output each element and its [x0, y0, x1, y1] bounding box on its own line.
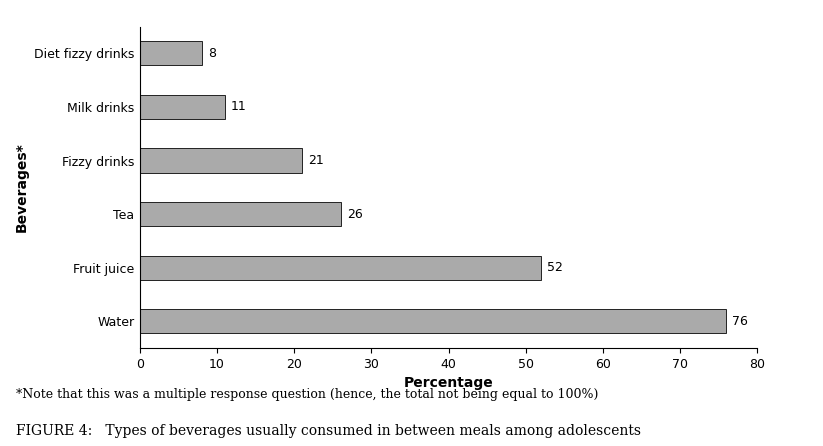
- Y-axis label: Beverages*: Beverages*: [15, 142, 29, 232]
- Bar: [140, 202, 341, 226]
- Text: FIGURE 4:   Types of beverages usually consumed in between meals among adolescen: FIGURE 4: Types of beverages usually con…: [16, 424, 641, 438]
- Bar: [140, 256, 542, 280]
- Text: 11: 11: [231, 100, 247, 113]
- X-axis label: Percentage: Percentage: [403, 376, 494, 390]
- Bar: [140, 149, 302, 173]
- Bar: [140, 95, 225, 119]
- Bar: [140, 41, 202, 66]
- Text: 26: 26: [346, 207, 362, 221]
- Text: *Note that this was a multiple response question (hence, the total not being equ: *Note that this was a multiple response …: [16, 388, 599, 401]
- Text: 52: 52: [547, 261, 563, 274]
- Bar: [140, 309, 727, 333]
- Text: 76: 76: [732, 315, 748, 328]
- Text: 8: 8: [207, 47, 216, 60]
- Text: 21: 21: [308, 154, 324, 167]
